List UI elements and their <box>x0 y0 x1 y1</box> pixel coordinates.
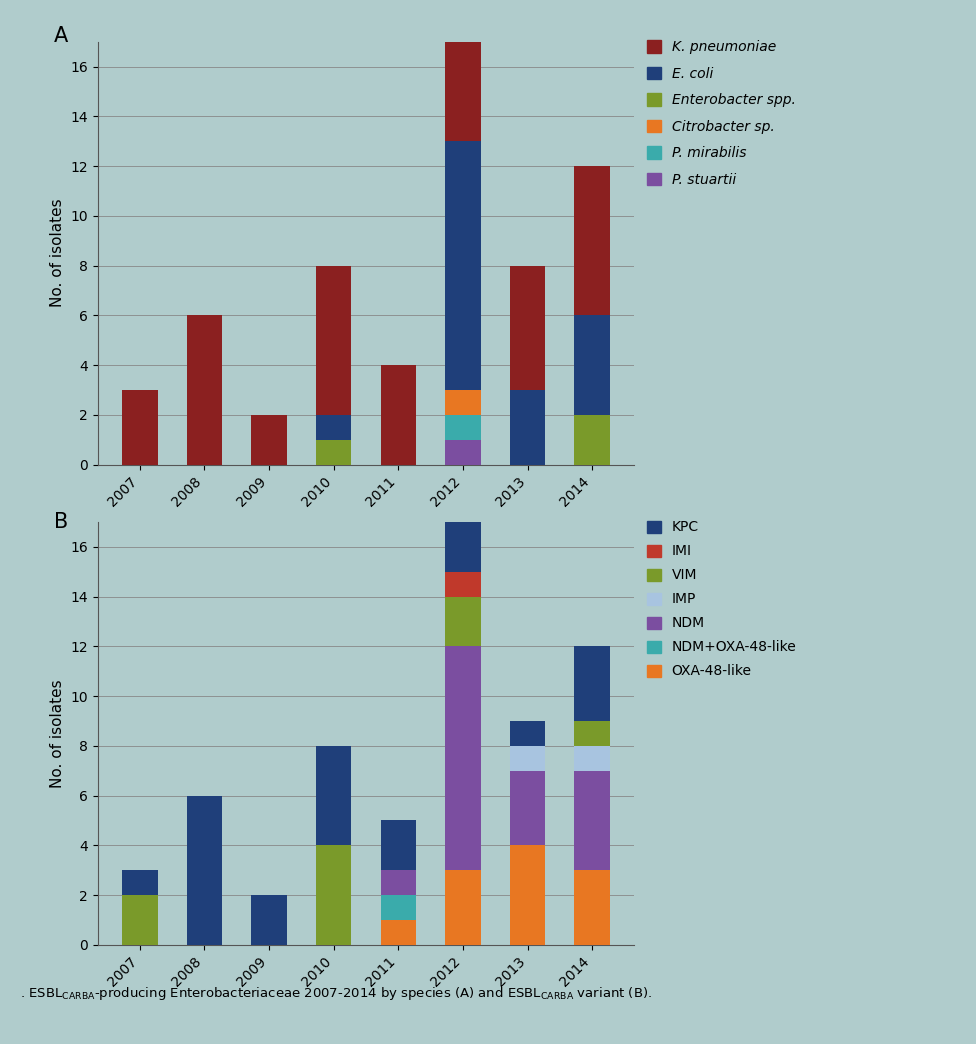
Bar <box>316 846 351 945</box>
Bar <box>445 646 481 871</box>
Bar <box>575 166 610 315</box>
Bar <box>186 315 223 465</box>
Bar <box>509 390 546 465</box>
Bar <box>445 0 481 141</box>
Bar <box>575 745 610 770</box>
Bar <box>575 770 610 871</box>
Y-axis label: No. of isolates: No. of isolates <box>50 198 64 308</box>
Bar <box>381 365 416 465</box>
Legend: KPC, IMI, VIM, IMP, NDM, NDM+OXA-48-like, OXA-48-like: KPC, IMI, VIM, IMP, NDM, NDM+OXA-48-like… <box>647 521 796 679</box>
Text: A: A <box>54 26 68 46</box>
Bar <box>445 414 481 440</box>
Bar <box>122 895 157 945</box>
Bar <box>316 265 351 414</box>
Y-axis label: No. of isolates: No. of isolates <box>50 679 64 788</box>
Bar <box>445 522 481 572</box>
Bar <box>509 846 546 945</box>
Bar <box>316 440 351 465</box>
Bar <box>381 871 416 895</box>
Bar <box>251 414 287 465</box>
Bar <box>381 821 416 871</box>
Bar <box>186 796 223 945</box>
Text: B: B <box>54 512 68 531</box>
Bar <box>509 745 546 770</box>
Bar <box>575 721 610 745</box>
Bar <box>509 265 546 390</box>
Bar <box>316 414 351 440</box>
Bar <box>445 141 481 390</box>
Bar <box>381 920 416 945</box>
Legend: K. pneumoniae, E. coli, Enterobacter spp., Citrobacter sp., P. mirabilis, P. stu: K. pneumoniae, E. coli, Enterobacter spp… <box>647 41 795 187</box>
Bar <box>445 596 481 646</box>
Bar <box>122 390 157 465</box>
Bar <box>251 895 287 945</box>
Bar <box>509 721 546 745</box>
Bar <box>445 440 481 465</box>
Bar <box>122 871 157 895</box>
Bar <box>381 895 416 920</box>
Bar <box>509 770 546 846</box>
Bar <box>575 414 610 465</box>
Text: . ESBL$_{\mathregular{CARBA}}$-producing Enterobacteriaceae 2007-2014 by species: . ESBL$_{\mathregular{CARBA}}$-producing… <box>20 986 652 1002</box>
Bar <box>575 646 610 721</box>
Bar <box>445 871 481 945</box>
Bar <box>445 390 481 414</box>
Bar <box>575 871 610 945</box>
Bar <box>445 572 481 596</box>
Bar <box>316 745 351 846</box>
Bar <box>575 315 610 414</box>
